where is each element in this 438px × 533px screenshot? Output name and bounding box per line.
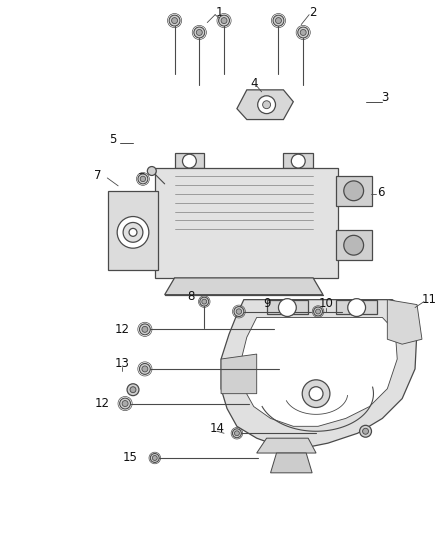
Polygon shape (155, 168, 338, 278)
Circle shape (234, 431, 239, 435)
Text: 7: 7 (94, 169, 101, 182)
Circle shape (122, 401, 128, 407)
Polygon shape (237, 90, 293, 119)
Circle shape (236, 309, 242, 314)
Text: 2: 2 (309, 6, 317, 19)
Circle shape (142, 366, 148, 372)
Text: 13: 13 (115, 358, 130, 370)
Circle shape (291, 154, 305, 168)
Polygon shape (175, 153, 204, 168)
Circle shape (139, 324, 150, 335)
Polygon shape (241, 318, 397, 426)
Circle shape (360, 425, 371, 437)
Text: 14: 14 (210, 422, 225, 435)
Circle shape (314, 307, 322, 316)
Circle shape (363, 429, 368, 434)
Text: 5: 5 (110, 133, 117, 146)
Circle shape (344, 236, 364, 255)
Polygon shape (165, 278, 323, 295)
Circle shape (298, 27, 309, 38)
Circle shape (316, 309, 321, 314)
Polygon shape (221, 354, 257, 394)
Circle shape (344, 181, 364, 201)
Circle shape (152, 456, 157, 461)
Circle shape (300, 29, 306, 36)
Circle shape (120, 398, 131, 409)
Circle shape (202, 299, 207, 304)
Polygon shape (267, 300, 308, 314)
Circle shape (150, 454, 159, 463)
Text: 6: 6 (377, 186, 384, 199)
Circle shape (130, 387, 136, 393)
Text: 12: 12 (115, 323, 130, 336)
Circle shape (196, 29, 202, 36)
Circle shape (123, 222, 143, 243)
Circle shape (233, 429, 241, 438)
Circle shape (127, 384, 139, 395)
Circle shape (258, 96, 276, 114)
Polygon shape (221, 300, 417, 448)
Text: 3: 3 (381, 91, 389, 104)
Text: 7: 7 (138, 172, 146, 185)
Circle shape (183, 154, 196, 168)
Circle shape (309, 387, 323, 401)
Text: 4: 4 (250, 77, 258, 91)
Circle shape (279, 298, 296, 317)
Text: 12: 12 (95, 397, 110, 410)
Polygon shape (387, 300, 422, 344)
Polygon shape (283, 153, 313, 168)
Circle shape (142, 326, 148, 333)
Circle shape (219, 15, 230, 26)
Circle shape (263, 101, 271, 109)
Circle shape (117, 216, 149, 248)
Polygon shape (257, 438, 316, 453)
Circle shape (169, 15, 180, 26)
Circle shape (139, 364, 150, 374)
Text: 11: 11 (421, 293, 436, 306)
Circle shape (140, 176, 145, 182)
Text: 10: 10 (318, 297, 333, 310)
Circle shape (200, 297, 208, 306)
Polygon shape (336, 176, 372, 206)
Circle shape (129, 229, 137, 236)
Circle shape (138, 174, 148, 184)
Polygon shape (336, 230, 372, 260)
Polygon shape (336, 300, 378, 314)
Circle shape (147, 166, 156, 175)
Circle shape (194, 27, 205, 38)
Circle shape (234, 306, 244, 317)
Text: 1: 1 (215, 6, 223, 19)
Circle shape (273, 15, 284, 26)
Circle shape (276, 18, 282, 23)
Circle shape (221, 18, 227, 23)
Circle shape (172, 18, 177, 23)
Circle shape (302, 380, 330, 408)
Text: 8: 8 (188, 290, 195, 303)
Text: 15: 15 (123, 451, 138, 464)
Text: 9: 9 (263, 297, 270, 310)
Polygon shape (108, 191, 158, 270)
Circle shape (348, 298, 366, 317)
Polygon shape (271, 453, 312, 473)
